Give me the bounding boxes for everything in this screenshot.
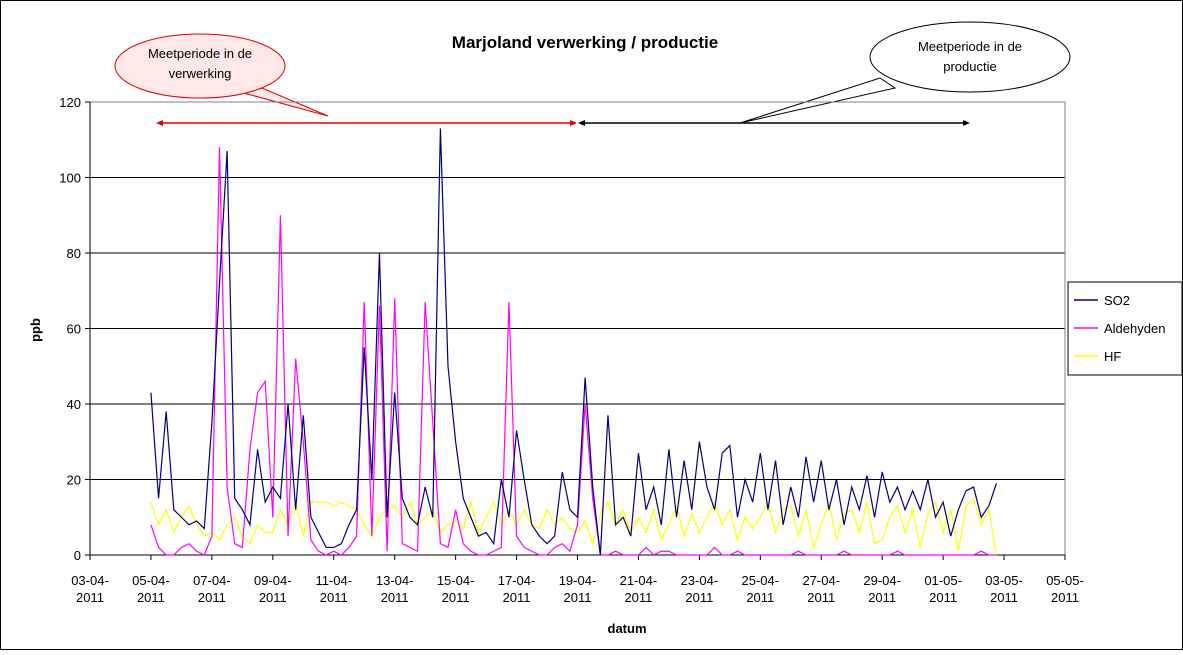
x-tick-label: 25-04-2011 bbox=[742, 573, 780, 605]
x-tick-label: 03-04-2011 bbox=[71, 573, 109, 605]
x-tick-label: 11-04-2011 bbox=[315, 573, 352, 605]
x-tick-label: 05-05-2011 bbox=[1046, 573, 1084, 605]
legend-label: SO2 bbox=[1104, 293, 1130, 308]
y-tick-label: 40 bbox=[67, 397, 81, 412]
x-tick-label: 09-04-2011 bbox=[254, 573, 292, 605]
legend-label: Aldehyden bbox=[1104, 321, 1165, 336]
x-tick-label: 27-04-2011 bbox=[802, 573, 840, 605]
y-tick-label: 120 bbox=[59, 95, 81, 110]
x-axis-label: datum bbox=[608, 621, 647, 636]
x-tick-label: 19-04-2011 bbox=[559, 573, 597, 605]
arrow-head bbox=[570, 120, 577, 126]
series-line bbox=[150, 497, 998, 556]
y-axis-label: ppb bbox=[28, 318, 43, 342]
callout-bubble bbox=[869, 21, 1071, 93]
x-tick-label: 05-04-2011 bbox=[132, 573, 170, 605]
x-tick-label: 01-05-2011 bbox=[924, 573, 962, 605]
legend: SO2 Aldehyden HF bbox=[1067, 281, 1183, 376]
series-line bbox=[150, 147, 997, 556]
y-tick-label: 80 bbox=[67, 246, 81, 261]
y-tick-label: 60 bbox=[67, 322, 81, 337]
x-tick-label: 15-04-2011 bbox=[437, 573, 475, 605]
x-tick-label: 07-04-2011 bbox=[193, 573, 231, 605]
period-arrows bbox=[156, 120, 970, 126]
callout-bubble bbox=[114, 33, 286, 99]
y-tick-label: 0 bbox=[74, 548, 81, 563]
x-tick-label: 23-04-2011 bbox=[681, 573, 719, 605]
x-tick-label: 03-05-2011 bbox=[985, 573, 1023, 605]
chart-title: Marjoland verwerking / productie bbox=[452, 33, 718, 52]
y-tick-label: 100 bbox=[59, 171, 81, 186]
arrow-head bbox=[156, 120, 163, 126]
arrow-head bbox=[578, 120, 585, 126]
x-tick-label: 17-04-2011 bbox=[498, 573, 536, 605]
legend-label: HF bbox=[1104, 349, 1121, 364]
series-line bbox=[150, 128, 998, 556]
callout-text: Meetperiode in de verwerking bbox=[147, 46, 253, 81]
callout-text-box: Meetperiode in de productie bbox=[917, 39, 1023, 74]
x-tick-label: 13-04-2011 bbox=[376, 573, 414, 605]
arrow-head bbox=[963, 120, 970, 126]
callout-pointer bbox=[739, 77, 897, 124]
callout-text: Meetperiode in de productie bbox=[917, 39, 1023, 74]
x-tick-label: 29-04-2011 bbox=[863, 573, 901, 605]
y-tick-label: 20 bbox=[67, 473, 81, 488]
x-tick-label: 21-04-2011 bbox=[620, 573, 658, 605]
callout-text-box: Meetperiode in de verwerking bbox=[147, 46, 253, 81]
